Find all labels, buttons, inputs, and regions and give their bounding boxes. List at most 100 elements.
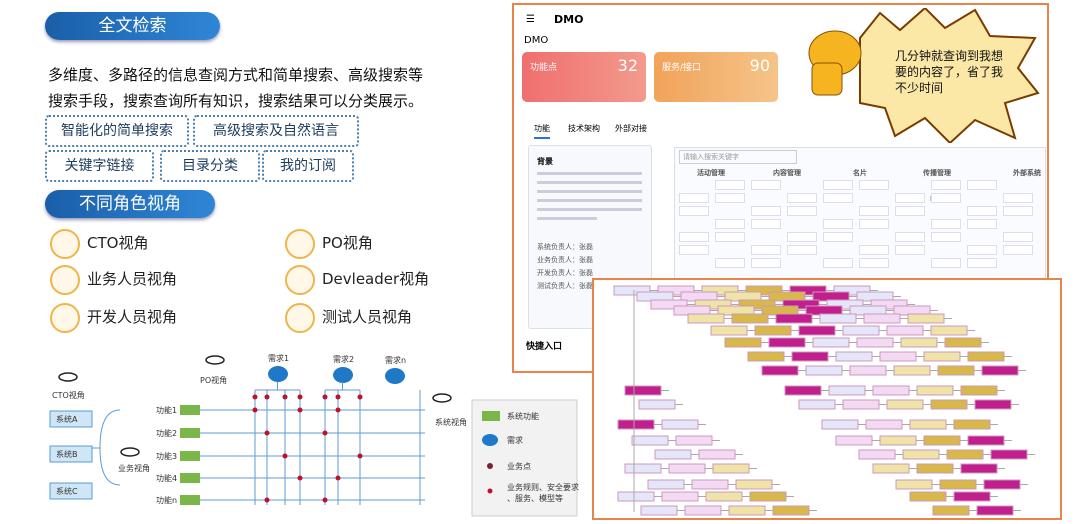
flow-node: [654, 449, 692, 460]
catalog-item: [715, 232, 745, 242]
flow-node: [640, 505, 678, 516]
text-line: [537, 181, 642, 184]
flow-node: [856, 337, 894, 348]
flow-node: [990, 449, 1028, 460]
catalog-item: [967, 258, 997, 268]
requirement-label: 需求1: [268, 353, 289, 363]
flow-node: [946, 449, 984, 460]
legend-swatch: [482, 411, 500, 421]
owner: 业务负责人：张磊: [537, 256, 593, 264]
flow-node: [932, 505, 970, 516]
column-title: 名片: [853, 169, 867, 177]
flow-node: [849, 365, 887, 376]
flow-node: [617, 491, 655, 502]
flow-node: [893, 365, 931, 376]
catalog-item: [679, 193, 709, 203]
role-icon: [285, 265, 315, 295]
flow-node: [805, 365, 843, 376]
flow-node: [923, 351, 961, 362]
catalog-item: [715, 180, 745, 190]
tab: 技术架构: [568, 124, 600, 133]
connector: [325, 382, 360, 391]
flow-node: [909, 419, 947, 430]
catalog-item: [1003, 232, 1033, 242]
panel-title: 背景: [537, 157, 553, 166]
flow-node: [647, 479, 685, 490]
requirement-label: 需求2: [333, 354, 354, 364]
legend-label: 业务规则、安全要求、服务、模型等: [507, 482, 579, 503]
card-label: 功能点: [530, 63, 558, 73]
business-point: [282, 453, 288, 459]
catalog-item: [715, 193, 745, 203]
function-box: [180, 473, 200, 483]
quick-entry: 快捷入口: [526, 342, 563, 352]
catalog-item: [1003, 193, 1033, 203]
legend-label: 业务点: [507, 461, 531, 471]
flow-node: [900, 337, 938, 348]
business-point: [264, 430, 270, 436]
flow-node: [638, 399, 676, 410]
flow-node: [712, 463, 750, 474]
business-point: [335, 407, 341, 413]
page-title: DMO: [524, 35, 549, 46]
catalog-item: [679, 232, 709, 242]
flow-node: [617, 419, 655, 430]
card-label: 服务/接口: [662, 63, 702, 73]
catalog-item: [1003, 206, 1033, 216]
column-title: 活动管理: [697, 169, 725, 177]
business-point: [252, 407, 258, 413]
flow-node: [747, 351, 785, 362]
catalog-item: [679, 206, 709, 216]
legend-line: 、服务、模型等: [507, 493, 563, 503]
column-title: 外部系统: [1013, 169, 1041, 177]
role-icon: [50, 265, 80, 295]
business-point: [297, 407, 303, 413]
function-label: 功能1: [156, 405, 177, 415]
owner: 开发负责人：张磊: [537, 269, 593, 277]
legend-swatch: [487, 463, 493, 469]
catalog-item: [715, 219, 745, 229]
business-point: [297, 475, 303, 481]
card-value: 90: [749, 56, 770, 75]
tab: 外部对接: [615, 124, 647, 133]
flow-node: [631, 435, 669, 446]
legend-label: 需求: [507, 435, 523, 445]
catalog-item: [1003, 245, 1033, 255]
flow-node: [960, 385, 998, 396]
catalog-item: [931, 232, 961, 242]
flow-node: [821, 419, 859, 430]
callout: 几分钟就查询到我想要的内容了，省了我不少时间: [800, 6, 1040, 145]
catalog-item: [859, 258, 889, 268]
business-point: [264, 497, 270, 503]
flow-node: [865, 419, 903, 430]
catalog-item: [823, 232, 853, 242]
menu-icon: ☰: [526, 14, 535, 25]
catalog-item: [823, 258, 853, 268]
search-box[interactable]: 请输入搜索关键字: [679, 150, 797, 164]
column-title: 传播管理: [923, 169, 951, 177]
catalog-item: [931, 180, 961, 190]
flow-node: [872, 463, 910, 474]
flow-node: [698, 449, 736, 460]
role-icon: [285, 229, 315, 259]
function-box: [180, 405, 200, 415]
flow-node: [728, 505, 766, 516]
function-label: 功能3: [156, 451, 177, 461]
role-label: Devleader视角: [322, 270, 430, 288]
flow-node: [858, 449, 896, 460]
flow-node: [812, 337, 850, 348]
catalog-item: [787, 245, 817, 255]
catalog-item: [931, 258, 961, 268]
callout-text: 几分钟就查询到我想要的内容了，省了我不少时间: [895, 49, 1004, 95]
text-line: [537, 217, 597, 220]
flow-node: [967, 351, 1005, 362]
tag: 高级搜索及自然语言: [193, 115, 359, 147]
owner: 系统负责人：张磊: [537, 243, 593, 251]
flow-node: [772, 505, 810, 516]
catalog-item: [967, 206, 997, 216]
flow-node: [939, 479, 977, 490]
function-label: 功能4: [156, 473, 177, 483]
connector: [255, 382, 300, 391]
